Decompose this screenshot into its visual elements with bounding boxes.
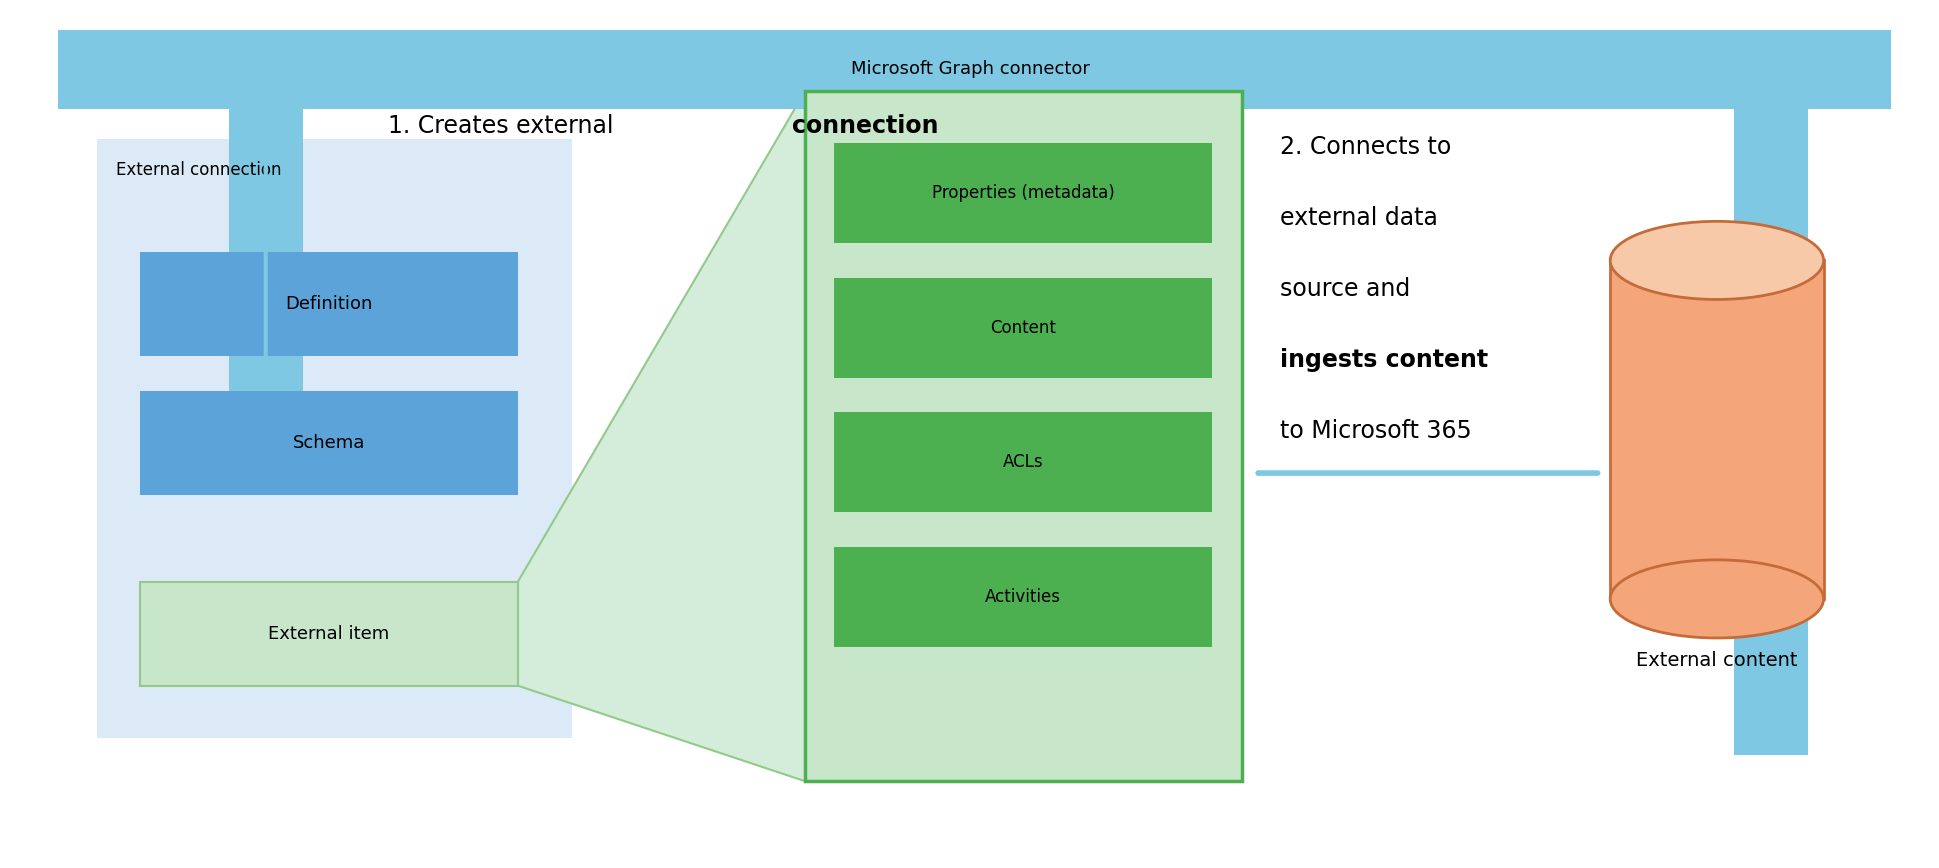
Ellipse shape: [1609, 560, 1823, 638]
FancyBboxPatch shape: [97, 139, 572, 738]
Text: Definition: Definition: [285, 295, 372, 312]
FancyBboxPatch shape: [140, 252, 518, 356]
Bar: [1609, 260, 1823, 599]
Text: Properties (metadata): Properties (metadata): [931, 184, 1115, 202]
Text: external data: external data: [1280, 206, 1437, 230]
Text: External content: External content: [1635, 651, 1797, 670]
FancyBboxPatch shape: [58, 30, 1891, 108]
FancyBboxPatch shape: [834, 547, 1212, 647]
Polygon shape: [518, 91, 805, 781]
Text: External item: External item: [268, 625, 390, 642]
Ellipse shape: [1609, 221, 1823, 299]
Text: Content: Content: [991, 319, 1055, 337]
Text: connection: connection: [791, 114, 938, 138]
Text: Microsoft Graph connector: Microsoft Graph connector: [849, 61, 1090, 78]
Text: ACLs: ACLs: [1002, 453, 1043, 471]
FancyBboxPatch shape: [140, 582, 518, 686]
FancyBboxPatch shape: [140, 391, 518, 495]
Text: to Microsoft 365: to Microsoft 365: [1280, 419, 1472, 444]
Text: Schema: Schema: [293, 434, 365, 451]
FancyBboxPatch shape: [834, 278, 1212, 378]
Text: Activities: Activities: [985, 588, 1061, 606]
FancyBboxPatch shape: [1733, 108, 1807, 755]
Text: ingests content: ingests content: [1280, 348, 1487, 372]
Text: 2. Connects to: 2. Connects to: [1280, 135, 1450, 159]
FancyBboxPatch shape: [834, 143, 1212, 243]
FancyBboxPatch shape: [834, 412, 1212, 512]
FancyBboxPatch shape: [229, 108, 302, 391]
Text: 1. Creates external: 1. Creates external: [388, 114, 620, 138]
Text: source and: source and: [1280, 277, 1410, 301]
FancyBboxPatch shape: [805, 91, 1241, 781]
Text: External connection: External connection: [116, 161, 281, 179]
